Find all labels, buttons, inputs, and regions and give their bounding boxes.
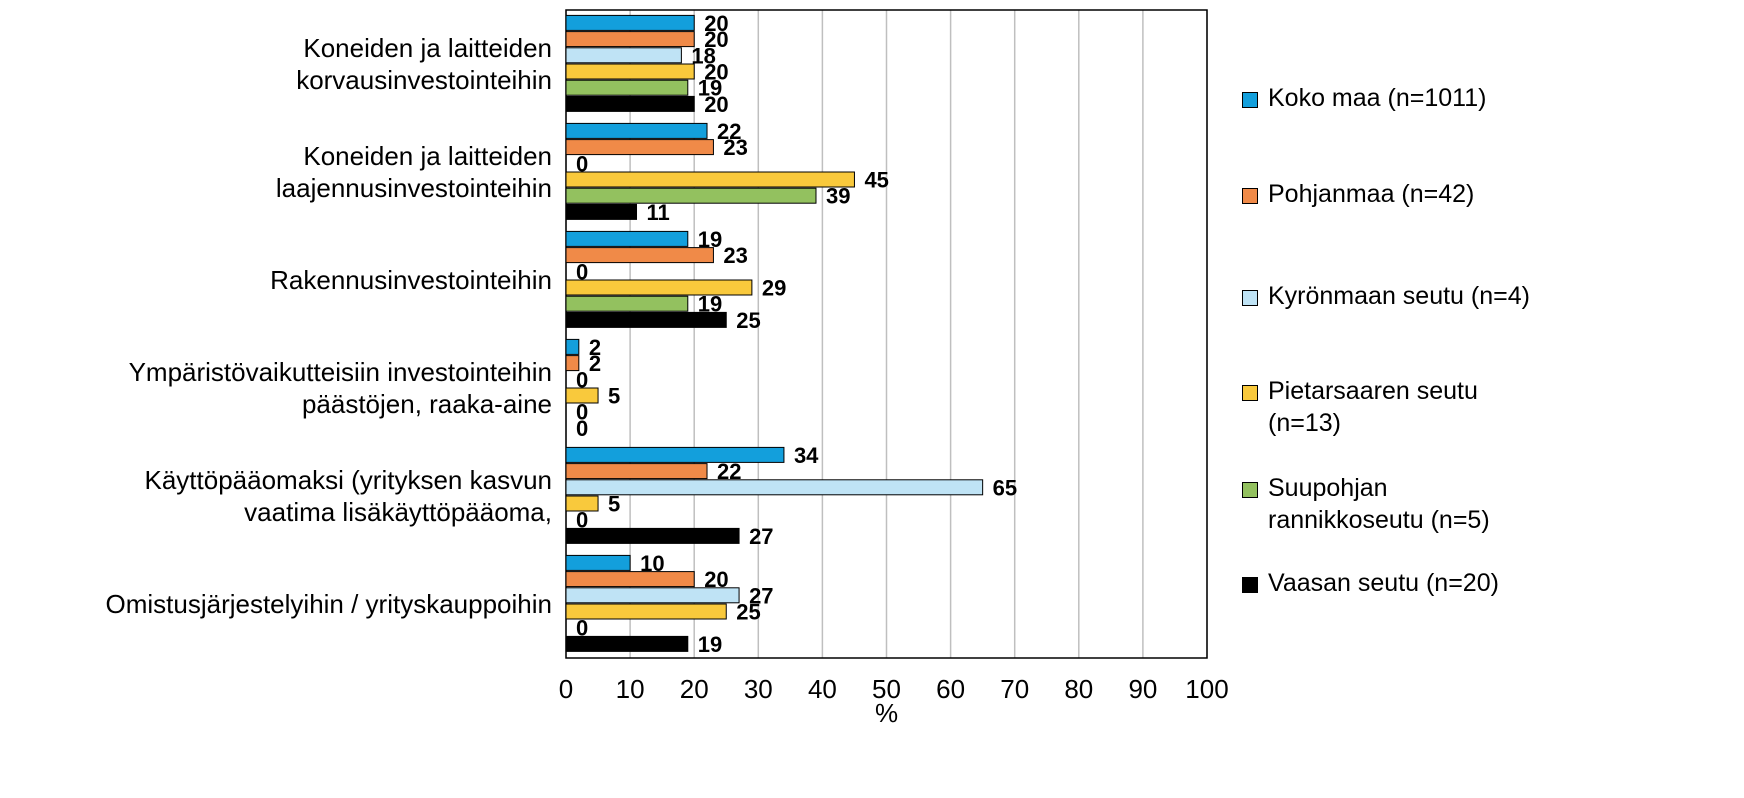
x-tick-label: 10 — [616, 674, 645, 704]
x-axis-label: % — [875, 698, 898, 728]
legend-marker — [1242, 385, 1258, 401]
bar — [565, 571, 695, 588]
bar — [565, 338, 580, 355]
x-tick-label: 40 — [808, 674, 837, 704]
bar — [565, 463, 708, 480]
bar — [565, 139, 714, 156]
value-label: 0 — [576, 616, 588, 641]
value-label: 2 — [589, 335, 601, 360]
bar — [565, 527, 740, 544]
value-label: 0 — [576, 400, 588, 425]
value-label: 22 — [717, 119, 741, 144]
bar — [565, 122, 708, 139]
legend-label: Suupohjan rannikkoseutu (n=5) — [1268, 474, 1490, 534]
bar — [565, 295, 689, 312]
bar — [565, 446, 785, 463]
category-label: Koneiden ja laitteiden korvausinvestoint… — [296, 33, 552, 95]
x-tick-label: 90 — [1128, 674, 1157, 704]
bar — [565, 479, 984, 496]
value-label: 20 — [704, 92, 728, 117]
value-label: 19 — [698, 76, 722, 101]
value-label: 2 — [589, 351, 601, 376]
x-tick-label: 70 — [1000, 674, 1029, 704]
value-label: 65 — [993, 475, 1017, 500]
value-label: 5 — [608, 492, 620, 517]
value-label: 0 — [576, 367, 588, 392]
value-label: 45 — [864, 168, 888, 193]
bar — [565, 603, 727, 620]
bar — [565, 47, 682, 64]
category-label: Käyttöpääomaksi (yrityksen kasvun vaatim… — [144, 465, 552, 527]
value-label: 20 — [704, 60, 728, 85]
plot-border — [565, 9, 1208, 659]
bar — [565, 187, 817, 204]
x-tick-label: 0 — [559, 674, 573, 704]
bar — [565, 311, 727, 328]
value-label: 29 — [762, 276, 786, 301]
bar — [565, 63, 695, 80]
legend-label: Kyrönmaan seutu (n=4) — [1268, 282, 1530, 310]
value-label: 11 — [647, 200, 670, 225]
bar — [565, 554, 631, 571]
category-label: Koneiden ja laitteiden laajennusinvestoi… — [275, 141, 552, 203]
category-label: Ympäristövaikutteisiin investointeihin p… — [128, 357, 552, 419]
x-tick-label: 60 — [936, 674, 965, 704]
value-label: 0 — [576, 151, 588, 176]
value-label: 20 — [704, 27, 728, 52]
value-label: 20 — [704, 11, 728, 36]
value-label: 18 — [691, 43, 715, 68]
value-label: 39 — [826, 184, 850, 209]
value-label: 19 — [698, 632, 722, 657]
bar — [565, 203, 638, 220]
bar — [565, 95, 695, 112]
x-tick-label: 50 — [872, 674, 901, 704]
value-label: 25 — [736, 600, 760, 625]
category-label: Rakennusinvestointeihin — [270, 265, 552, 295]
bar — [565, 587, 740, 604]
x-tick-label: 100 — [1185, 674, 1228, 704]
value-label: 0 — [576, 508, 588, 533]
legend-label: Pietarsaaren seutu (n=13) — [1268, 377, 1478, 437]
bar — [565, 31, 695, 48]
value-label: 0 — [576, 259, 588, 284]
legend-label: Koko maa (n=1011) — [1268, 84, 1487, 112]
bar — [565, 355, 580, 372]
bar — [565, 635, 689, 652]
value-label: 5 — [608, 384, 620, 409]
value-label: 34 — [794, 443, 819, 468]
x-tick-label: 20 — [680, 674, 709, 704]
legend-marker — [1242, 92, 1258, 108]
bar — [565, 279, 753, 296]
value-label: 25 — [736, 308, 760, 333]
bar — [565, 495, 599, 512]
category-label: Omistusjärjestelyihin / yrityskauppoihin — [105, 589, 552, 619]
legend-marker — [1242, 577, 1258, 593]
value-label: 27 — [749, 583, 773, 608]
bar — [565, 14, 695, 31]
legend-label: Pohjanmaa (n=42) — [1268, 180, 1475, 208]
value-label: 23 — [723, 243, 747, 268]
bar — [565, 247, 714, 264]
legend-marker — [1242, 188, 1258, 204]
legend-marker — [1242, 290, 1258, 306]
bar — [565, 387, 599, 404]
bar — [565, 79, 689, 96]
legend-label: Vaasan seutu (n=20) — [1268, 569, 1499, 597]
bar — [565, 230, 689, 247]
value-label: 27 — [749, 524, 773, 549]
x-tick-label: 80 — [1064, 674, 1093, 704]
bar — [565, 171, 855, 188]
legend-marker — [1242, 482, 1258, 498]
x-tick-label: 30 — [744, 674, 773, 704]
value-label: 23 — [723, 135, 747, 160]
value-label: 0 — [576, 416, 588, 441]
